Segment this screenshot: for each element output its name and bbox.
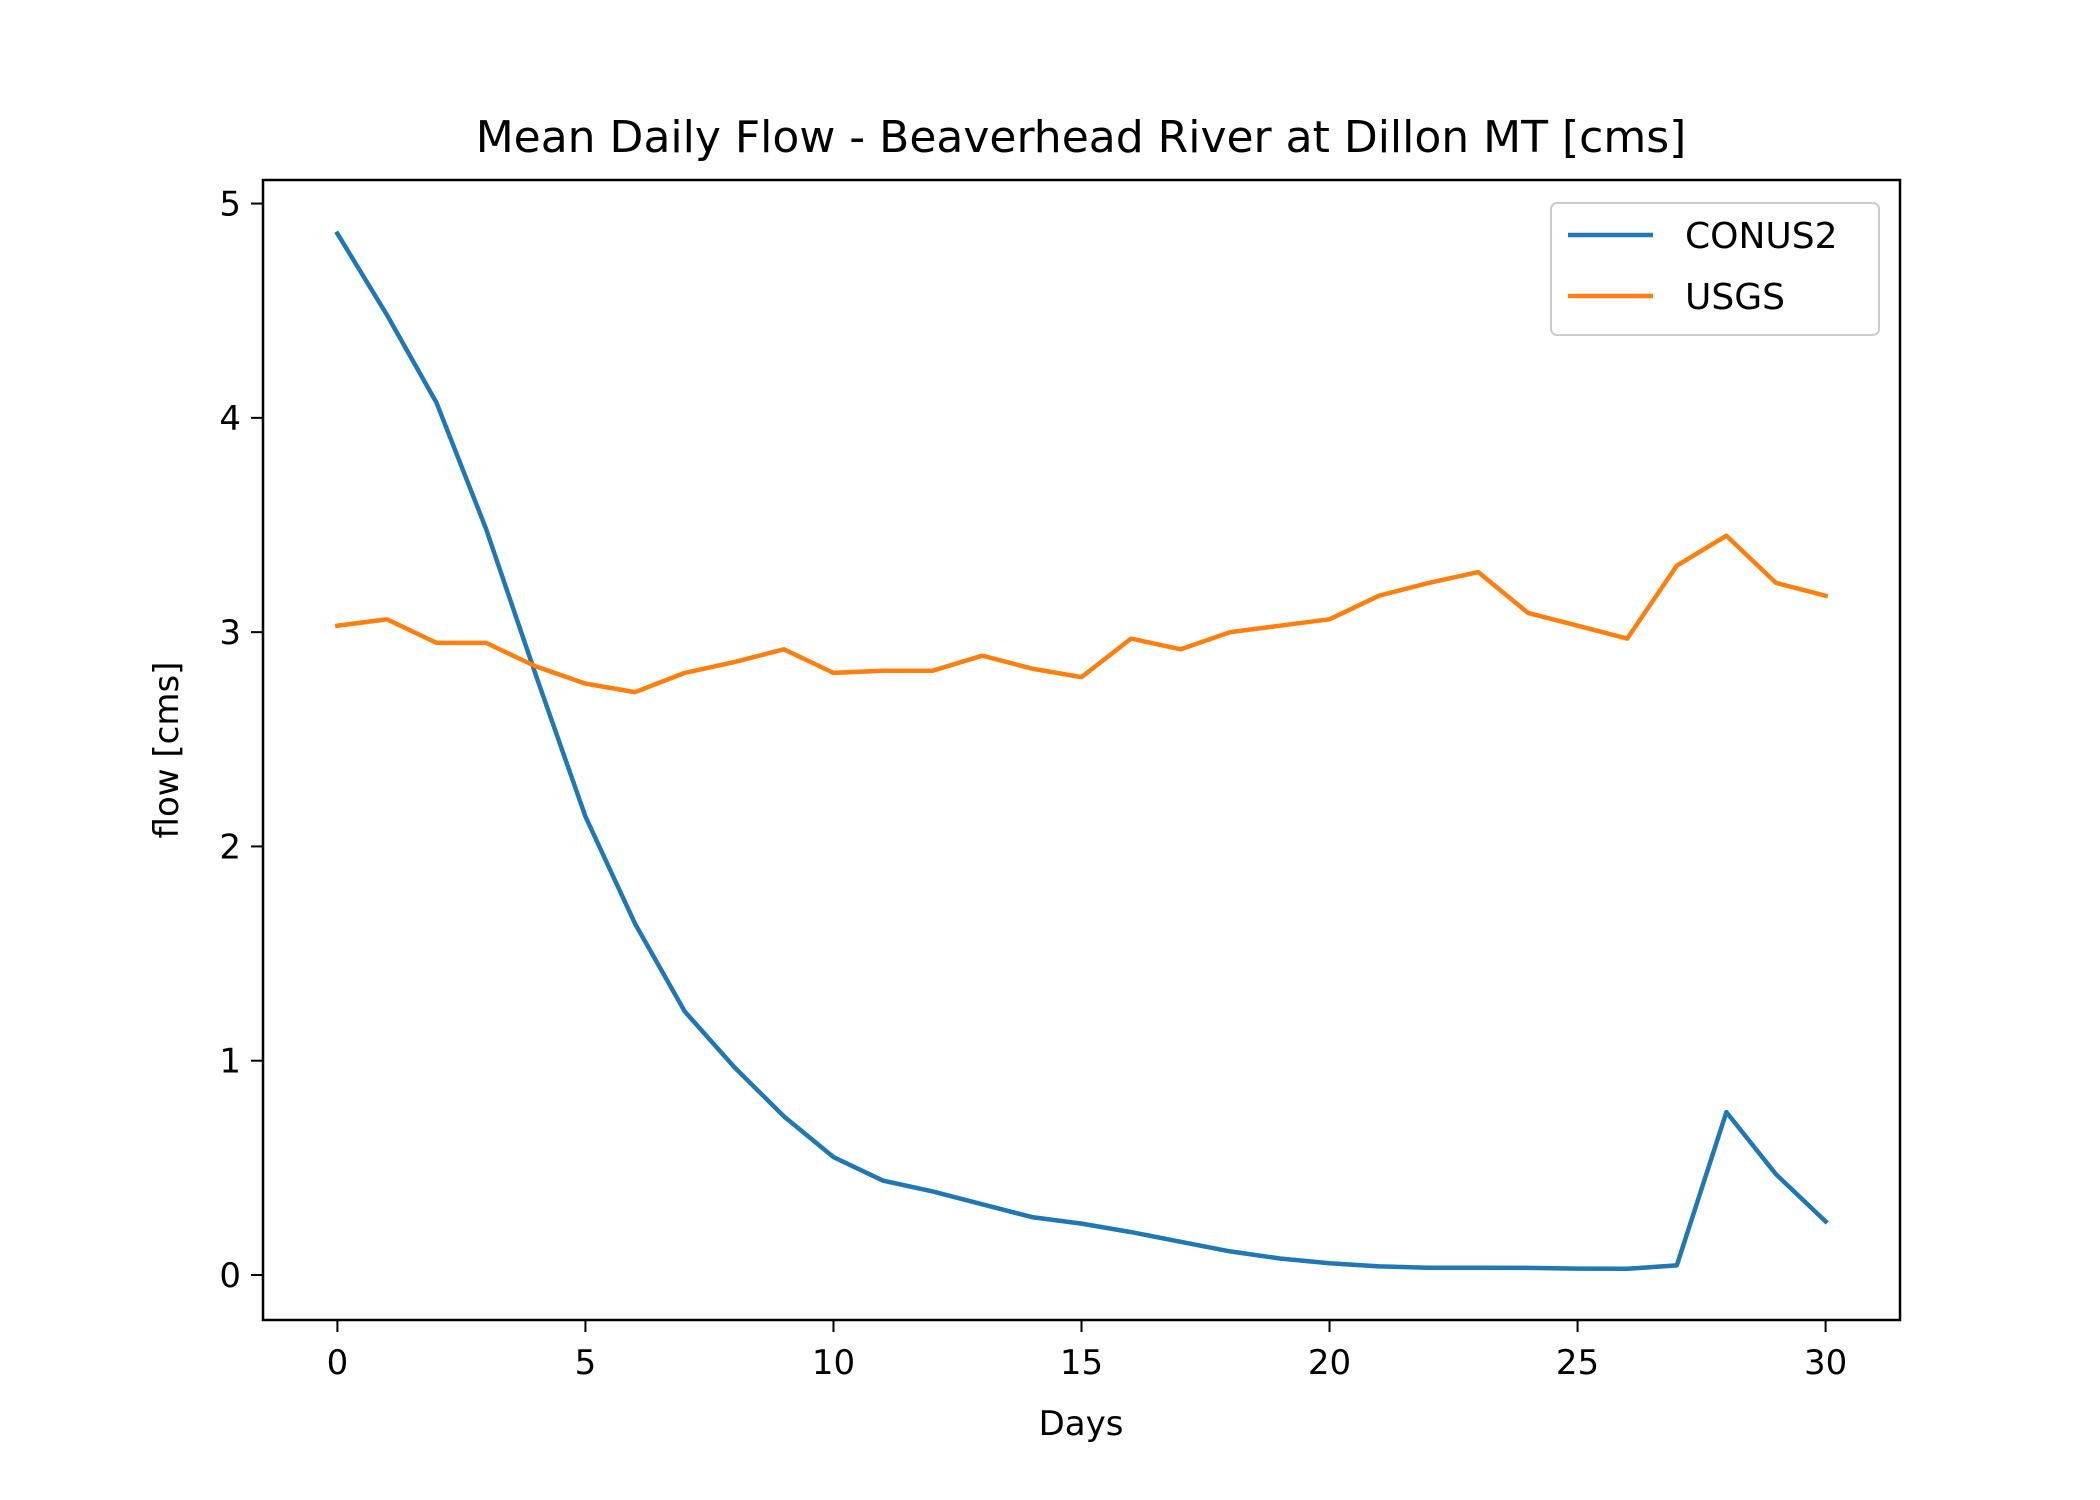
y-axis-ticks: 0 1 2 3 4 5 <box>219 185 263 1296</box>
legend: CONUS2 USGS <box>1550 202 1880 336</box>
legend-label-conus2: CONUS2 <box>1685 216 1838 257</box>
x-tick-label: 10 <box>812 1343 855 1383</box>
x-tick-label: 25 <box>1556 1343 1599 1383</box>
series-line-conus2 <box>334 230 1829 1272</box>
legend-label-usgs: USGS <box>1685 277 1785 318</box>
y-tick-label: 5 <box>219 185 241 225</box>
y-tick-label: 0 <box>219 1256 241 1296</box>
y-tick-label: 1 <box>219 1042 241 1082</box>
y-axis-label: flow [cms] <box>147 662 187 839</box>
x-tick-label: 30 <box>1804 1343 1847 1383</box>
x-axis-ticks: 0 5 10 15 20 25 30 <box>327 1320 1847 1383</box>
x-axis-label: Days <box>1039 1404 1124 1444</box>
x-tick-label: 0 <box>327 1343 349 1383</box>
x-tick-label: 20 <box>1308 1343 1351 1383</box>
series-layer <box>334 230 1829 1272</box>
y-tick-label: 2 <box>219 827 241 867</box>
y-tick-label: 4 <box>219 399 241 439</box>
y-tick-label: 3 <box>219 613 241 653</box>
x-tick-label: 5 <box>575 1343 597 1383</box>
x-tick-label: 15 <box>1060 1343 1103 1383</box>
chart-title: Mean Daily Flow - Beaverhead River at Di… <box>476 112 1687 163</box>
series-line-usgs <box>334 533 1829 695</box>
